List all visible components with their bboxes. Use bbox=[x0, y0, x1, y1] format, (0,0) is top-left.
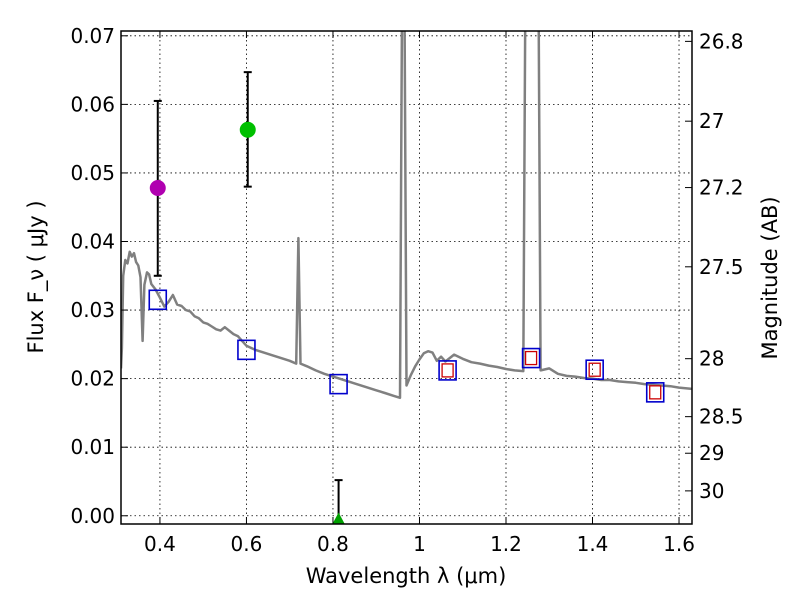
markers-layer bbox=[148, 71, 665, 524]
ticks bbox=[121, 31, 692, 524]
observed-U-marker bbox=[149, 180, 166, 197]
y-tick-label: 0.00 bbox=[70, 504, 115, 528]
mag-tick-label: 27.2 bbox=[699, 176, 744, 200]
x-tick-label: 1.4 bbox=[577, 532, 609, 556]
model-flux-box bbox=[645, 382, 665, 403]
y-tick-labels: 0.00 0.01 0.02 0.03 0.04 0.05 0.06 0.07 bbox=[70, 24, 115, 528]
x-tick-label: 0.6 bbox=[231, 532, 263, 556]
y-tick-label: 0.04 bbox=[70, 230, 115, 254]
y-tick-label: 0.07 bbox=[70, 24, 115, 48]
model-flux-box bbox=[148, 289, 168, 311]
model-flux-box bbox=[438, 360, 457, 381]
mag-tick-label: 30 bbox=[699, 479, 724, 503]
observed-flux-box bbox=[588, 362, 601, 377]
observed-flux-box bbox=[441, 363, 454, 378]
grid bbox=[121, 31, 692, 524]
x-axis-title: Wavelength λ (μm) bbox=[306, 564, 507, 588]
x-tick-label: 0.8 bbox=[317, 532, 349, 556]
y2-axis-title: Magnitude (AB) bbox=[758, 196, 782, 359]
y-tick-label: 0.01 bbox=[70, 435, 115, 459]
mag-tick-label: 28 bbox=[699, 347, 724, 371]
mag-tick-label: 26.8 bbox=[699, 29, 744, 53]
observed-flux-box bbox=[649, 385, 662, 400]
mag-tick-label: 27 bbox=[699, 109, 724, 133]
x-tick-label: 1.6 bbox=[663, 532, 695, 556]
x-tick-labels: 0.4 0.6 0.8 1 1.2 1.4 1.6 bbox=[144, 532, 695, 556]
y-tick-label: 0.03 bbox=[70, 298, 115, 322]
y-axis-title: Flux F_ν ( μJy ) bbox=[24, 200, 49, 353]
mag-tick-label: 28.5 bbox=[699, 405, 744, 429]
x-tick-label: 1 bbox=[413, 532, 426, 556]
spectrum-layer bbox=[121, 31, 692, 400]
model-flux-box bbox=[521, 347, 541, 369]
mag-tick-label: 27.5 bbox=[699, 255, 744, 279]
y-tick-label: 0.06 bbox=[70, 92, 115, 116]
model-flux-box bbox=[585, 359, 604, 381]
model-flux-box bbox=[237, 339, 256, 361]
observed-flux-box bbox=[524, 350, 538, 366]
plot-frame bbox=[120, 30, 693, 525]
y-tick-label: 0.02 bbox=[70, 367, 115, 391]
x-tick-label: 1.2 bbox=[490, 532, 522, 556]
observed-I-marker bbox=[332, 512, 345, 524]
mag-tick-label: 29 bbox=[699, 441, 724, 465]
spectrum-line bbox=[121, 31, 692, 400]
y-tick-label: 0.05 bbox=[70, 161, 115, 185]
magnitude-tick-labels: 26.8 27 27.2 27.5 28 28.5 29 30 bbox=[699, 29, 744, 503]
model-flux-box bbox=[329, 373, 348, 395]
observed-V-marker bbox=[239, 121, 256, 138]
x-tick-label: 0.4 bbox=[144, 532, 176, 556]
